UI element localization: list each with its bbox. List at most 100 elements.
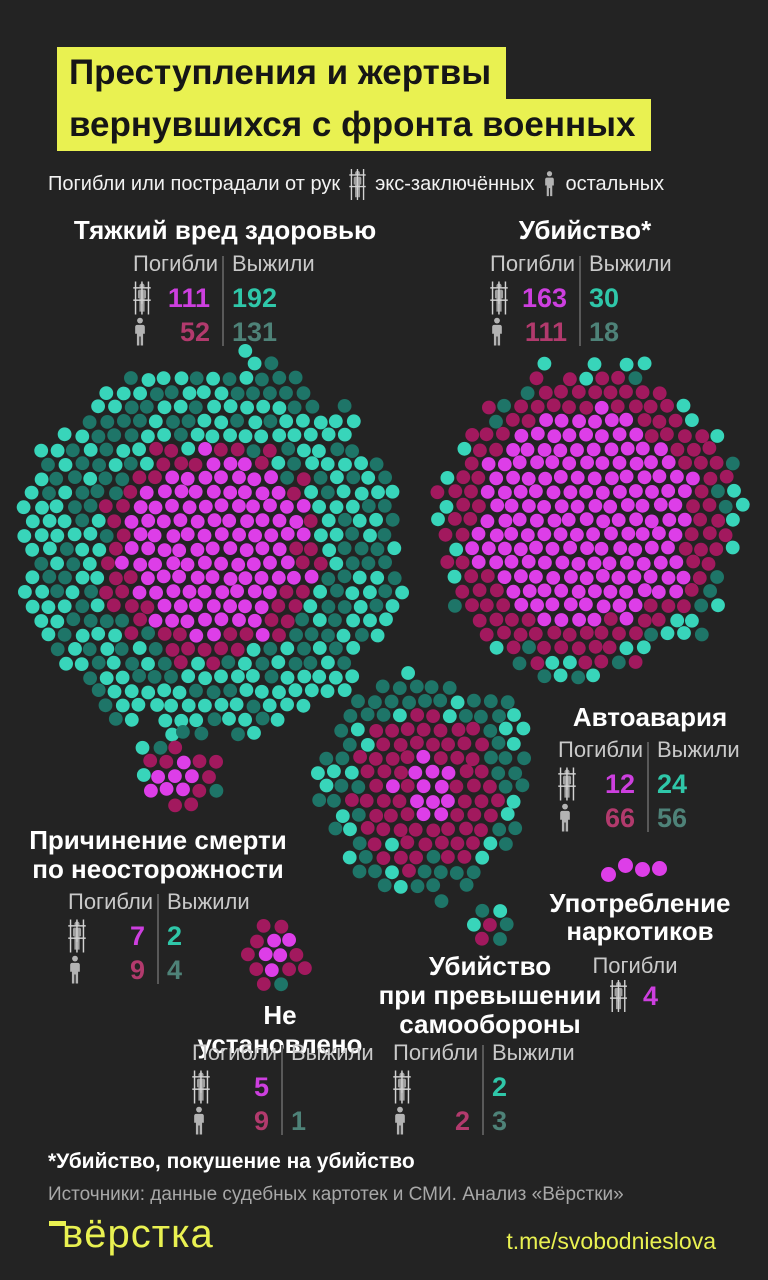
sources-line: Источники: данные судебных картотек и СМ… [48, 1184, 624, 1205]
ex-prisoners-row: 12 24 [558, 767, 758, 801]
person-icon [543, 171, 556, 197]
ex-prisoner-icon [349, 168, 366, 200]
survived-value: 192 [232, 283, 278, 313]
ex-prisoner-icon [393, 1070, 411, 1104]
died-value: 7 [129, 921, 145, 951]
footnote: *Убийство, покушение на убийство [48, 1150, 415, 1173]
survived-value: 18 [589, 317, 620, 347]
died-value: 111 [167, 283, 210, 313]
stats-murder: Погибли Выжили 163 30 111 18 [490, 252, 690, 350]
died-header: Погибли [133, 251, 219, 276]
person-icon [133, 317, 147, 347]
drug-victim-dot [635, 862, 650, 877]
ex-prisoner-icon [192, 1070, 210, 1104]
drug-victim-dot [618, 858, 633, 873]
stats-car-crash: Погибли Выжили 12 24 66 56 [558, 738, 758, 836]
others-row: 9 1 [192, 1104, 392, 1138]
ex-prisoners-row: 163 30 [490, 281, 690, 315]
drug-victim-dot [652, 861, 667, 876]
verstka-logo: вёрстка [49, 1212, 214, 1256]
legend-others-label: остальных [565, 172, 665, 195]
survived-value: 2 [492, 1072, 508, 1102]
drug-victim-dot [601, 867, 616, 882]
section-title-not-established: Не установлено [197, 1000, 363, 1059]
column-divider [579, 256, 581, 346]
column-divider [222, 256, 224, 346]
dot-cluster-negligent-death [123, 723, 229, 834]
column-divider [647, 742, 649, 832]
ex-prisoner-icon [490, 281, 508, 315]
survived-value: 30 [589, 283, 620, 313]
ex-prisoner-icon [558, 767, 576, 801]
survived-header: Выжили [291, 1040, 374, 1065]
drugs-died-header: Погибли [592, 953, 678, 978]
section-title-negligent-death: Причинение смерти по неосторожности [29, 825, 287, 884]
stats-negligent-death: Погибли Выжили 7 2 9 4 [68, 890, 268, 988]
stats-not-established: Погибли Выжили 5 9 1 [192, 1041, 392, 1139]
section-title-drugs: Употребление наркотиков [549, 888, 731, 946]
page-title-line1: Преступления и жертвы [57, 47, 507, 99]
survived-header: Выжили [167, 889, 250, 914]
died-value: 66 [604, 803, 635, 833]
died-value: 12 [604, 769, 635, 799]
stats-self-defense: Погибли Выжили 2 2 3 [393, 1041, 593, 1139]
others-row: 2 3 [393, 1104, 593, 1138]
legend-ex-prisoners-label: экс-заключённых [375, 172, 535, 195]
died-value: 2 [454, 1106, 470, 1136]
survived-header: Выжили [657, 737, 740, 762]
ex-prisoners-row: 7 2 [68, 919, 268, 953]
dot-cluster-murder [420, 354, 753, 692]
person-icon [68, 955, 82, 985]
died-value: 4 [643, 981, 659, 1011]
died-value: 111 [524, 317, 567, 347]
survived-value: 4 [167, 955, 183, 985]
died-header: Погибли [393, 1040, 479, 1065]
person-icon [490, 317, 504, 347]
died-value: 9 [253, 1106, 269, 1136]
survived-value: 56 [657, 803, 688, 833]
ex-prisoner-icon [610, 980, 627, 1012]
stats-grievous-harm: Погибли Выжили 111 192 52 131 [133, 252, 333, 350]
drugs-row: 4 [610, 980, 690, 1014]
column-divider [157, 894, 159, 984]
section-title-car-crash: Автоавария [572, 702, 728, 732]
survived-value: 131 [232, 317, 278, 347]
died-header: Погибли [490, 251, 576, 276]
others-row: 9 4 [68, 953, 268, 987]
others-row: 52 131 [133, 315, 333, 349]
ex-prisoner-icon [68, 919, 86, 953]
person-icon [192, 1106, 206, 1136]
legend: Погибли или пострадали от рук экс-заключ… [48, 166, 664, 202]
died-header: Погибли [68, 889, 154, 914]
dot-cluster-not-established [239, 913, 324, 1003]
section-title-self-defense: Убийство при превышении самообороны [378, 951, 602, 1039]
survived-value: 1 [291, 1106, 307, 1136]
section-title-grievous-harm: Тяжкий вред здоровью [73, 215, 377, 245]
died-value: 5 [253, 1072, 269, 1102]
ex-prisoners-row: 2 [393, 1070, 593, 1104]
dot-cluster-grievous-harm [6, 342, 421, 762]
column-divider [281, 1045, 283, 1135]
section-title-murder: Убийство* [518, 215, 652, 245]
died-value: 52 [179, 317, 210, 347]
column-divider [482, 1045, 484, 1135]
ex-prisoners-row: 111 192 [133, 281, 333, 315]
survived-header: Выжили [589, 251, 672, 276]
died-header: Погибли [558, 737, 644, 762]
dot-cluster-self-defense [465, 899, 517, 956]
person-icon [393, 1106, 407, 1136]
dot-cluster-car-crash [301, 663, 549, 916]
survived-value: 24 [657, 769, 688, 799]
ex-prisoners-row: 5 [192, 1070, 392, 1104]
survived-header: Выжили [492, 1040, 575, 1065]
survived-value: 3 [492, 1106, 508, 1136]
survived-value: 2 [167, 921, 183, 951]
person-icon [558, 803, 572, 833]
died-header: Погибли [192, 1040, 278, 1065]
telegram-link[interactable]: t.me/svobodnieslova [506, 1228, 716, 1254]
ex-prisoner-icon [133, 281, 151, 315]
survived-header: Выжили [232, 251, 315, 276]
page-title-line2: вернувшихся с фронта военных [57, 99, 651, 151]
others-row: 66 56 [558, 801, 758, 835]
